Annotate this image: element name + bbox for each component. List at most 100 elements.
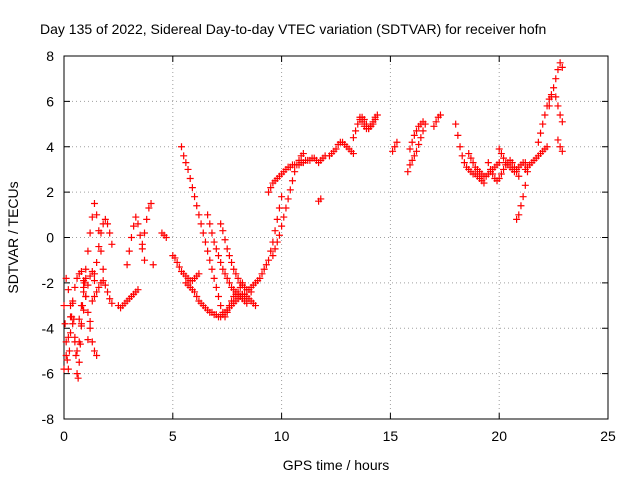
- data-point: [278, 222, 286, 230]
- data-point: [513, 215, 521, 223]
- data-point: [221, 236, 229, 244]
- data-point: [93, 351, 101, 359]
- series-arc-c: [62, 268, 98, 355]
- series-arc-t: [325, 138, 357, 160]
- data-point: [106, 229, 114, 237]
- data-point: [80, 283, 88, 291]
- series-arc-ad: [495, 145, 529, 176]
- data-point: [393, 138, 401, 146]
- data-point: [74, 374, 82, 382]
- data-point: [267, 184, 275, 192]
- data-point: [517, 202, 525, 210]
- series-arc-b: [60, 268, 101, 373]
- data-point: [201, 238, 209, 246]
- y-tick-label: 0: [46, 230, 54, 246]
- data-point: [186, 175, 194, 183]
- data-point: [60, 302, 68, 310]
- data-point: [212, 283, 220, 291]
- data-point: [558, 118, 566, 126]
- data-point: [454, 131, 462, 139]
- data-point: [349, 150, 357, 158]
- data-point: [80, 277, 88, 285]
- data-point: [556, 59, 564, 67]
- x-tick-label: 20: [491, 428, 507, 444]
- data-point: [86, 317, 94, 325]
- data-point: [147, 199, 155, 207]
- data-point: [278, 193, 286, 201]
- data-point: [62, 274, 70, 282]
- data-point: [61, 320, 69, 328]
- series-arc-aa: [452, 120, 488, 187]
- data-point: [141, 256, 149, 264]
- data-point: [271, 227, 279, 235]
- data-point: [182, 159, 190, 167]
- data-point: [256, 274, 264, 282]
- data-point: [515, 172, 523, 180]
- data-point: [175, 263, 183, 271]
- series-arc-i: [138, 199, 157, 269]
- series-arc-s: [315, 195, 325, 205]
- data-point: [73, 274, 81, 282]
- data-point: [136, 231, 144, 239]
- data-point: [217, 258, 225, 266]
- data-point: [552, 75, 560, 83]
- data-point: [88, 297, 96, 305]
- series-arc-m: [204, 211, 251, 307]
- data-point: [65, 347, 73, 355]
- data-point: [80, 306, 88, 314]
- data-point: [352, 127, 360, 135]
- data-point: [63, 356, 71, 364]
- data-point: [543, 143, 551, 151]
- data-point: [134, 286, 142, 294]
- data-point: [197, 220, 205, 228]
- x-axis-label: GPS time / hours: [283, 457, 390, 473]
- data-point: [62, 338, 70, 346]
- chart-title: Day 135 of 2022, Sidereal Day-to-day VTE…: [40, 21, 546, 37]
- data-point: [108, 299, 116, 307]
- data-point: [64, 286, 72, 294]
- data-point: [456, 143, 464, 151]
- x-tick-label: 25: [600, 428, 616, 444]
- data-point: [210, 274, 218, 282]
- data-point: [145, 204, 153, 212]
- data-point: [86, 324, 94, 332]
- data-point: [354, 120, 362, 128]
- data-point: [97, 229, 105, 237]
- data-point: [171, 254, 179, 262]
- data-point: [288, 177, 296, 185]
- data-point: [317, 195, 325, 203]
- data-point: [228, 297, 236, 305]
- data-point: [106, 295, 114, 303]
- data-point: [62, 351, 70, 359]
- data-point: [221, 270, 229, 278]
- data-point: [251, 302, 259, 310]
- data-point: [258, 270, 266, 278]
- data-point: [67, 329, 75, 337]
- data-point: [132, 213, 140, 221]
- y-tick-label: -4: [42, 320, 55, 336]
- data-point: [125, 247, 133, 255]
- data-point: [408, 156, 416, 164]
- data-point: [212, 245, 220, 253]
- data-point: [64, 333, 72, 341]
- data-point: [67, 313, 75, 321]
- data-point: [180, 152, 188, 160]
- data-point: [123, 261, 131, 269]
- data-point: [467, 154, 475, 162]
- data-point: [101, 281, 109, 289]
- series-arc-q: [265, 161, 299, 196]
- data-point: [223, 245, 231, 253]
- data-point: [417, 134, 425, 142]
- data-point: [521, 159, 529, 167]
- data-point: [265, 188, 273, 196]
- data-point: [356, 113, 364, 121]
- data-point: [273, 215, 281, 223]
- data-point: [284, 195, 292, 203]
- data-point: [552, 93, 560, 101]
- data-point: [406, 145, 414, 153]
- data-point: [73, 347, 81, 355]
- data-point: [84, 281, 92, 289]
- data-point: [219, 227, 227, 235]
- data-point: [495, 159, 503, 167]
